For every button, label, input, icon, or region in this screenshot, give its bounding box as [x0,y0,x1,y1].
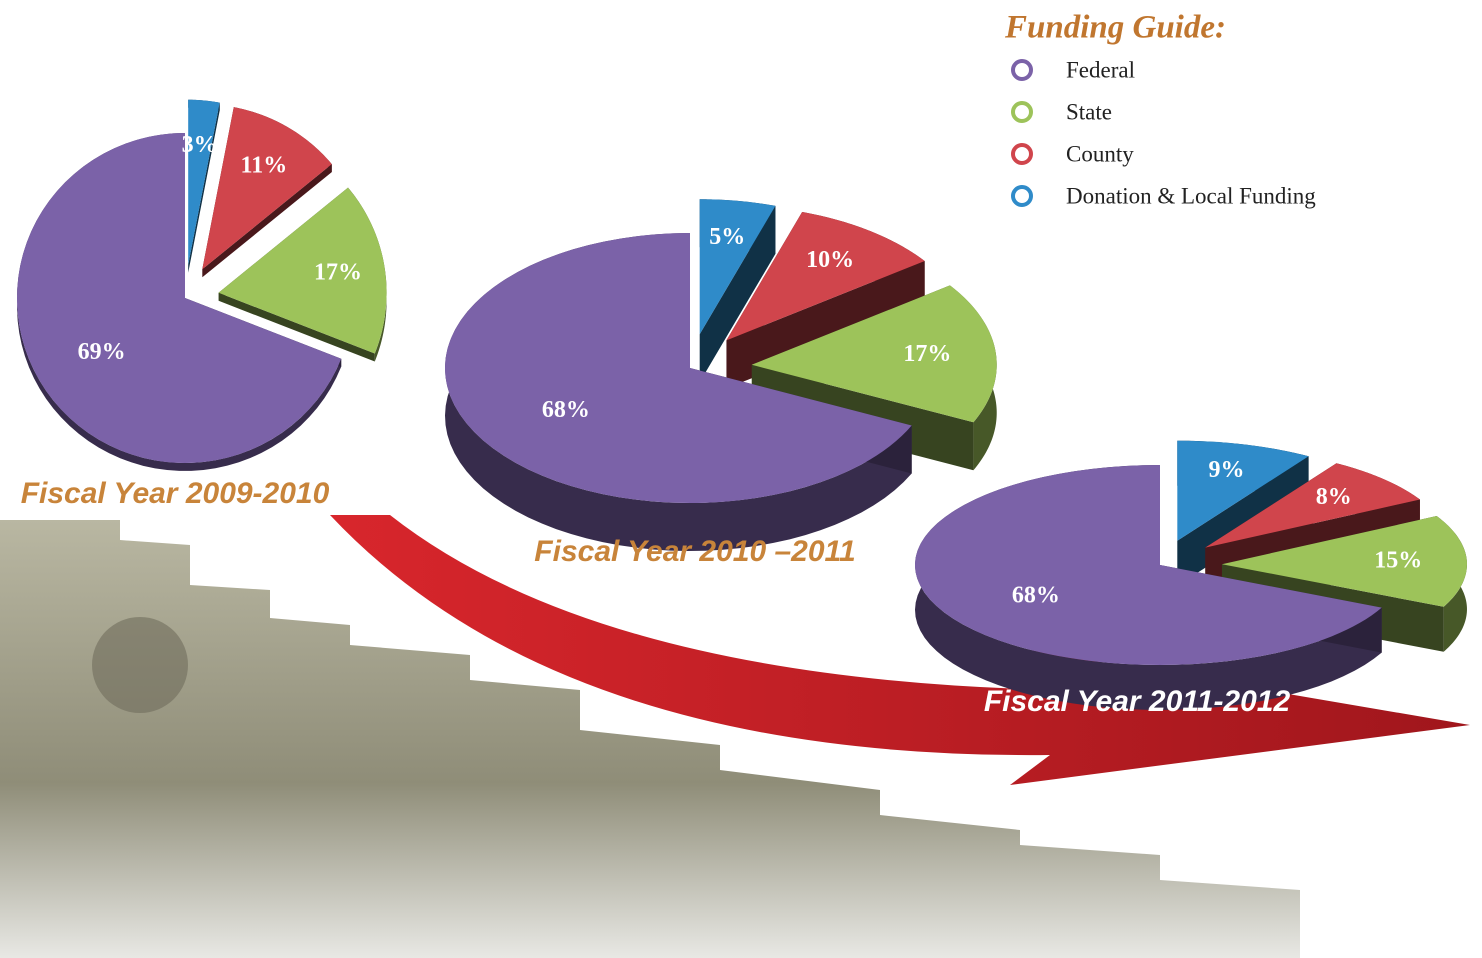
pie-slice [218,187,387,354]
slice-label: 10% [806,247,854,273]
pie-slice [444,233,912,503]
money-stairs [0,520,1300,958]
legend-marker [1011,185,1033,207]
legend-title: Funding Guide: [1004,10,1226,46]
pie-slice [1221,516,1467,607]
slice-label: 15% [1374,547,1422,573]
legend-marker [1011,59,1033,81]
slice-label: 5% [709,224,745,250]
chart-title: Fiscal Year 2011-2012 [984,685,1291,718]
legend-label: Donation & Local Funding [1066,183,1316,208]
chart-title: Fiscal Year 2009-2010 [21,477,330,510]
slice-label: 8% [1316,484,1352,510]
slice-label: 9% [1209,457,1245,483]
slice-label: 11% [241,153,288,179]
legend-label: County [1066,141,1134,166]
slice-label: 3% [182,132,218,158]
pie-slice [1205,463,1420,548]
pie-slice [202,107,332,270]
slice-label: 69% [78,339,126,365]
slice-depth-face [202,107,332,278]
seal [92,617,188,713]
legend-label: State [1066,99,1112,124]
slice-label: 68% [1012,583,1060,609]
slice-depth-face [699,199,776,383]
slice-label: 17% [314,260,362,286]
pie-slice [188,99,220,265]
slice-label: 68% [542,397,590,423]
stairs-shape [0,520,1300,958]
legend-label: Federal [1066,57,1135,82]
legend-marker [1011,101,1033,123]
slice-depth-face [726,211,925,389]
slice-depth-face [188,99,220,273]
trend-arrow [330,515,1470,785]
pie-slice [751,285,997,423]
pie-slice [914,465,1382,666]
legend-marker [1011,143,1033,165]
pie-slice [726,211,925,341]
pie-slice [1177,440,1309,541]
chart-title: Fiscal Year 2010 –2011 [534,535,855,568]
pie-slice [17,133,342,463]
slice-label: 17% [903,341,951,367]
pie-slice [699,199,776,335]
